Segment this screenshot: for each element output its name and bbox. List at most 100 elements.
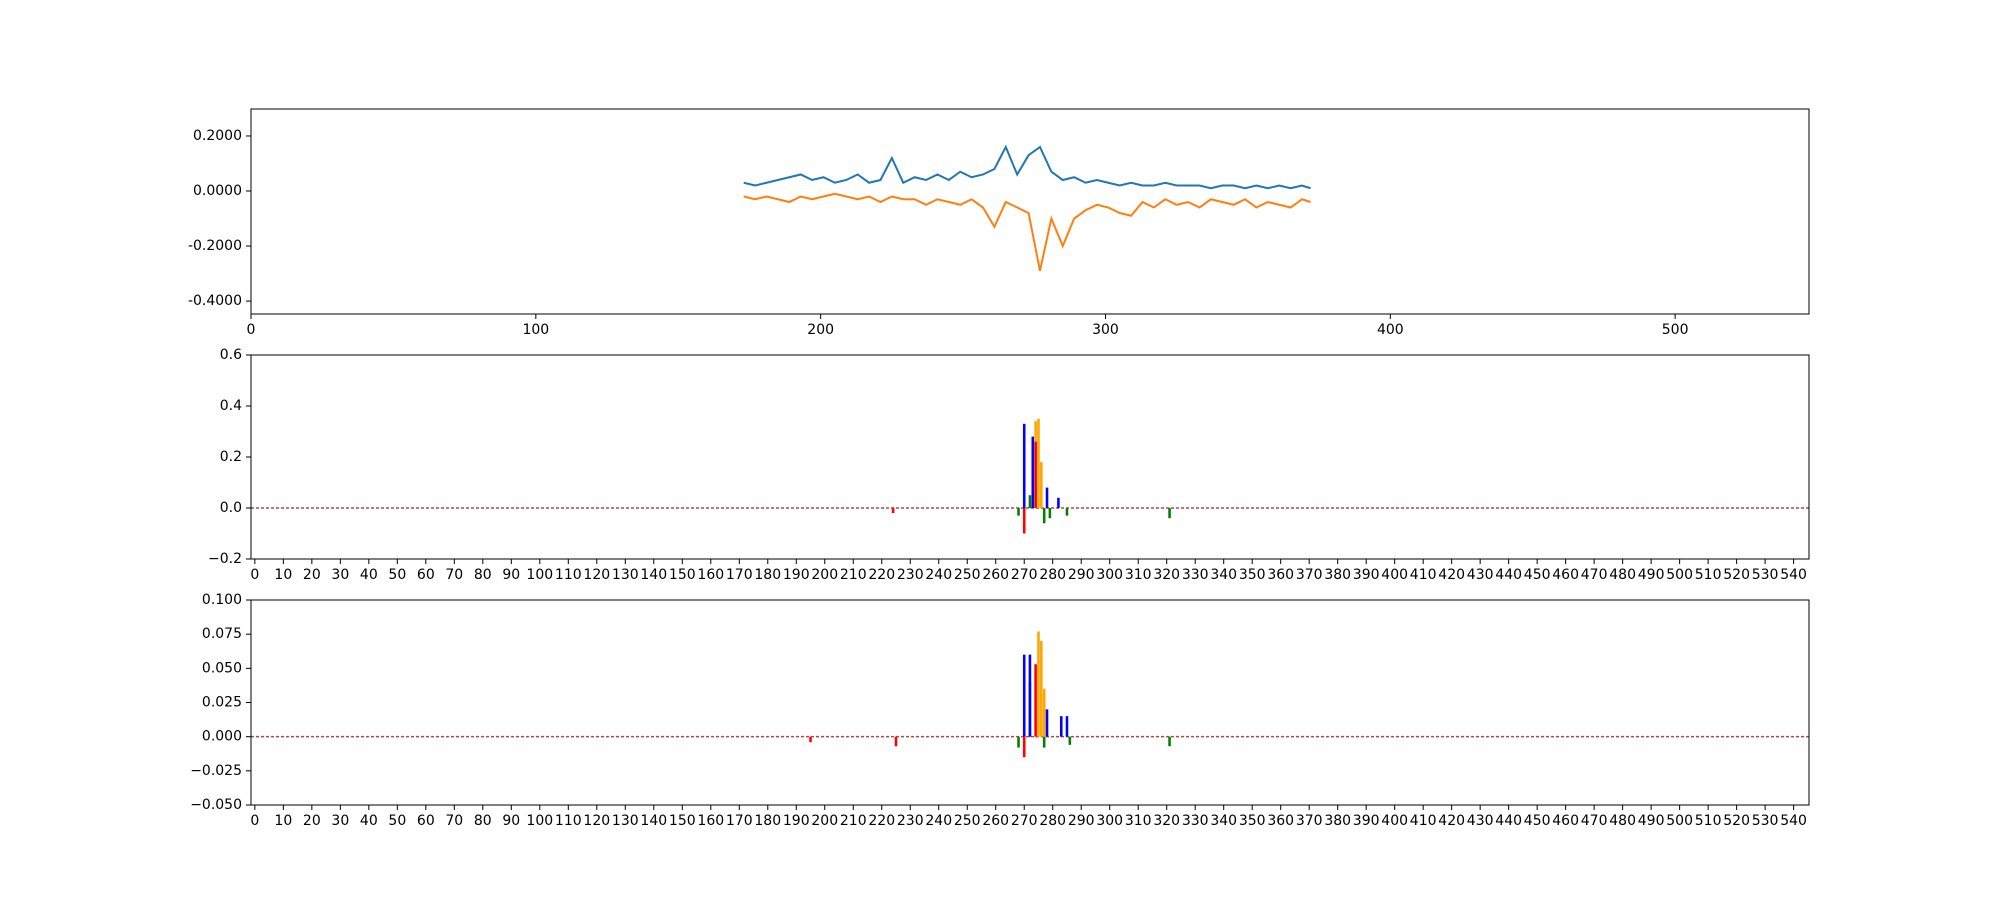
x-tick-label: 460 (1552, 813, 1579, 829)
x-tick-label: 190 (783, 813, 810, 829)
line-series (743, 192, 1311, 272)
x-tick-label: 180 (754, 567, 781, 583)
logo-bar (1168, 736, 1171, 747)
x-tick-label: 220 (868, 567, 895, 583)
logo-bar (1022, 508, 1026, 534)
axes-frame (250, 108, 1810, 315)
x-tick-label: 40 (360, 813, 378, 829)
x-tick-label: 540 (1780, 813, 1807, 829)
x-tick-label: 330 (1182, 567, 1209, 583)
x-tick-label: 450 (1524, 813, 1551, 829)
x-tick-label: 60 (417, 813, 435, 829)
x-tick-label: 70 (445, 813, 463, 829)
x-tick-label: 210 (840, 813, 867, 829)
x-tick-label: 470 (1581, 813, 1608, 829)
x-tick-label: 80 (474, 567, 492, 583)
x-tick-label: 90 (502, 567, 520, 583)
x-tick-label: 20 (303, 813, 321, 829)
logo-bar (1034, 664, 1037, 737)
x-tick-label: 380 (1324, 567, 1351, 583)
x-tick-label: 280 (1039, 567, 1066, 583)
x-tick-label: 100 (526, 813, 553, 829)
logo-bar (1017, 508, 1020, 516)
x-tick-label: 30 (331, 567, 349, 583)
x-tick-label: 290 (1068, 567, 1095, 583)
x-tick-label: 370 (1296, 813, 1323, 829)
x-tick-label: 530 (1752, 813, 1779, 829)
x-tick-label: 490 (1638, 567, 1665, 583)
x-tick-label: 460 (1552, 567, 1579, 583)
x-tick-label: 230 (897, 567, 924, 583)
x-tick-label: 500 (1662, 322, 1689, 338)
logo-bar (1048, 508, 1052, 519)
logo-bar (1059, 716, 1063, 737)
x-tick-label: 250 (954, 567, 981, 583)
y-tick-label: 0.0 (220, 500, 242, 516)
x-tick-label: 100 (526, 567, 553, 583)
x-tick-label: 250 (954, 813, 981, 829)
x-tick-label: 200 (811, 813, 838, 829)
y-tick-label: 0.2 (220, 449, 242, 465)
x-tick-label: 540 (1780, 567, 1807, 583)
axes-frame (250, 599, 1810, 806)
logo-bar (1031, 436, 1035, 508)
x-tick-label: 0 (250, 567, 259, 583)
x-tick-label: 390 (1353, 567, 1380, 583)
logo-bar (891, 508, 895, 514)
x-tick-label: 300 (1096, 567, 1123, 583)
y-tick-label: −0.2 (208, 551, 242, 567)
logo-bar (1022, 423, 1026, 508)
y-tick-label: 0.100 (202, 592, 242, 608)
x-tick-label: 280 (1039, 813, 1066, 829)
x-tick-label: 340 (1210, 813, 1237, 829)
x-tick-label: 470 (1581, 567, 1608, 583)
x-tick-label: 260 (982, 813, 1009, 829)
logo-bar (809, 736, 812, 743)
x-tick-label: 130 (612, 813, 639, 829)
x-tick-label: 240 (925, 567, 952, 583)
logo-bar (1045, 709, 1049, 737)
x-tick-label: 330 (1182, 813, 1209, 829)
x-tick-label: 520 (1723, 567, 1750, 583)
logo-bar (1065, 508, 1069, 516)
x-tick-label: 110 (555, 813, 582, 829)
x-tick-label: 220 (868, 813, 895, 829)
x-tick-label: 520 (1723, 813, 1750, 829)
logo-bar (1040, 641, 1043, 737)
x-tick-label: 380 (1324, 813, 1351, 829)
x-tick-label: 350 (1239, 813, 1266, 829)
x-tick-label: 270 (1011, 813, 1038, 829)
y-tick-label: 0.025 (202, 695, 242, 711)
x-tick-label: 400 (1381, 567, 1408, 583)
x-tick-label: 120 (583, 567, 610, 583)
y-tick-label: -0.2000 (188, 238, 242, 254)
x-tick-label: 170 (726, 567, 753, 583)
x-tick-label: 0 (250, 813, 259, 829)
logo-bar (894, 736, 898, 747)
x-tick-label: 270 (1011, 567, 1038, 583)
y-tick-label: 0.6 (220, 347, 242, 363)
x-tick-label: 200 (807, 322, 834, 338)
x-tick-label: 180 (754, 813, 781, 829)
y-tick-label: 0.000 (202, 729, 242, 745)
y-tick-label: -0.4000 (188, 293, 242, 309)
x-tick-label: 10 (274, 567, 292, 583)
y-tick-label: 0.0000 (193, 183, 242, 199)
x-tick-label: 290 (1068, 813, 1095, 829)
y-tick-label: −0.025 (190, 763, 242, 779)
x-tick-label: 370 (1296, 567, 1323, 583)
x-tick-label: 430 (1467, 567, 1494, 583)
x-tick-label: 500 (1666, 567, 1693, 583)
x-tick-label: 170 (726, 813, 753, 829)
y-tick-label: 0.2000 (193, 128, 242, 144)
logo-bar (1022, 654, 1026, 737)
logo-bar (1040, 462, 1043, 508)
x-tick-label: 230 (897, 813, 924, 829)
logo-bar (1168, 508, 1171, 519)
x-tick-label: 100 (522, 322, 549, 338)
x-tick-label: 160 (697, 813, 724, 829)
logo-bar (1045, 487, 1049, 508)
x-tick-label: 190 (783, 567, 810, 583)
